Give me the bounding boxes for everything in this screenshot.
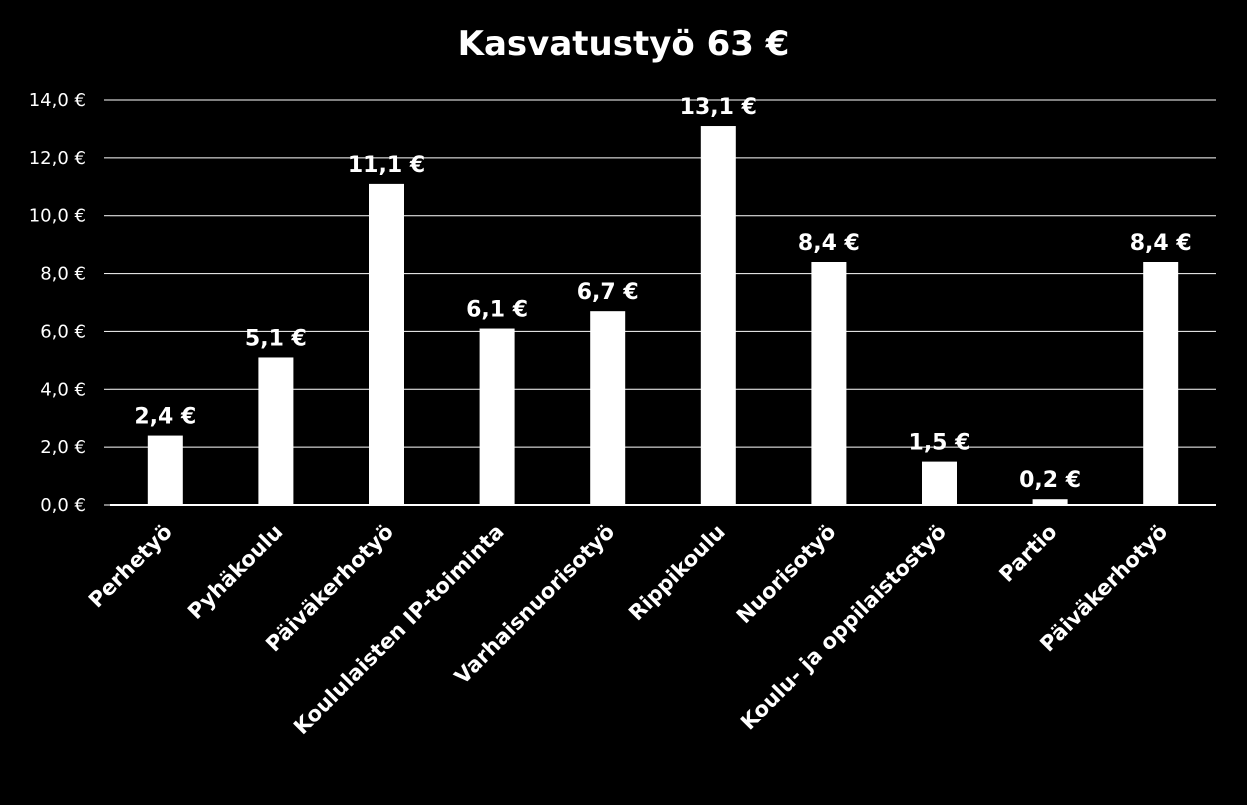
- y-tick-label: 8,0 €: [40, 264, 86, 285]
- category-label: Rippikoulu: [624, 520, 730, 626]
- data-label: 6,1 €: [466, 298, 528, 323]
- bar: [811, 262, 847, 505]
- y-tick-label: 14,0 €: [29, 90, 86, 111]
- y-tick-label: 12,0 €: [29, 148, 86, 169]
- category-label: Pyhäkoulu: [183, 520, 287, 624]
- data-label: 8,4 €: [1130, 231, 1192, 256]
- bar: [479, 328, 515, 505]
- category-label: Koulu- ja oppilaistostyö: [736, 520, 951, 735]
- bar: [700, 126, 736, 506]
- data-label: 2,4 €: [134, 405, 196, 430]
- category-label: Nuorisotyö: [732, 520, 841, 629]
- data-label: 11,1 €: [348, 153, 425, 178]
- data-label: 1,5 €: [909, 431, 971, 456]
- y-tick-label: 4,0 €: [40, 379, 86, 400]
- y-tick-label: 2,0 €: [40, 437, 86, 458]
- bar: [922, 461, 957, 505]
- bar: [147, 435, 183, 505]
- category-label: Perhetyö: [84, 520, 177, 613]
- y-tick-label: 0,0 €: [40, 495, 86, 516]
- bar: [1143, 262, 1179, 505]
- category-label: Koululaisten IP-toiminta: [289, 520, 509, 740]
- chart-title: Kasvatustyö 63 €: [457, 24, 790, 64]
- bar: [1032, 499, 1068, 505]
- bar: [369, 183, 404, 505]
- bar: [590, 311, 626, 505]
- data-label: 0,2 €: [1019, 468, 1081, 493]
- y-tick-label: 6,0 €: [40, 321, 86, 342]
- data-label: 8,4 €: [798, 231, 860, 256]
- data-label: 6,7 €: [577, 280, 639, 305]
- data-label: 5,1 €: [245, 326, 307, 351]
- data-label: 13,1 €: [680, 95, 757, 120]
- y-tick-label: 10,0 €: [29, 206, 86, 227]
- bar: [258, 357, 294, 505]
- category-label: Partio: [994, 520, 1061, 587]
